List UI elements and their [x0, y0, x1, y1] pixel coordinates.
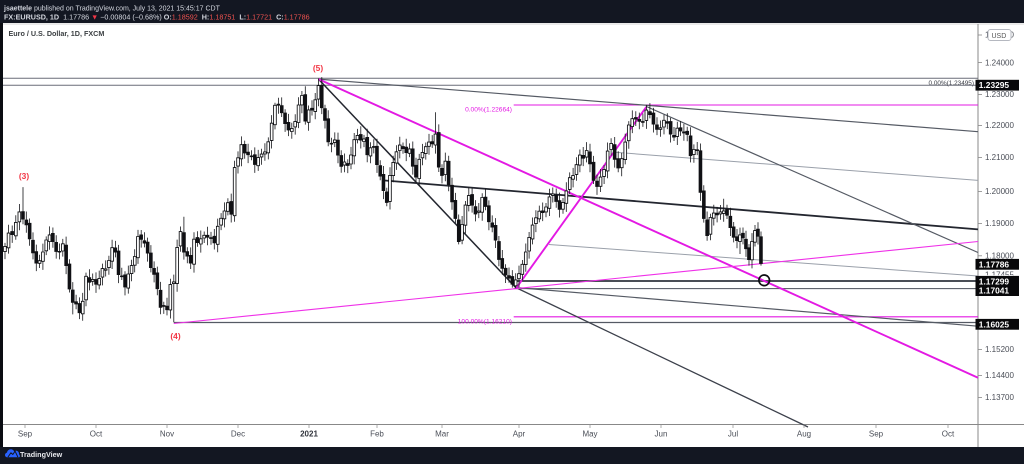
svg-text:1.21000: 1.21000: [985, 153, 1014, 162]
svg-text:Sep: Sep: [18, 430, 33, 439]
svg-text:1.13700: 1.13700: [985, 393, 1014, 402]
svg-text:Euro / U.S. Dollar, 1D, FXCM: Euro / U.S. Dollar, 1D, FXCM: [9, 29, 105, 38]
svg-text:1.18000: 1.18000: [985, 252, 1014, 261]
svg-text:1.24000: 1.24000: [985, 58, 1014, 67]
svg-text:Oct: Oct: [942, 430, 955, 439]
svg-text:0.00%(1.22664): 0.00%(1.22664): [465, 107, 512, 114]
svg-text:Jul: Jul: [728, 430, 738, 439]
svg-text:1.16025: 1.16025: [979, 319, 1010, 329]
svg-text:1.20000: 1.20000: [985, 187, 1014, 196]
svg-text:1.17299: 1.17299: [979, 276, 1010, 286]
svg-text:Sep: Sep: [869, 430, 884, 439]
svg-text:1.22000: 1.22000: [985, 121, 1014, 130]
svg-text:1.17786: 1.17786: [979, 259, 1010, 269]
svg-text:USD: USD: [992, 33, 1007, 40]
svg-text:Dec: Dec: [231, 430, 245, 439]
svg-text:Mar: Mar: [435, 430, 449, 439]
svg-text:1.23000: 1.23000: [985, 90, 1014, 99]
svg-text:Feb: Feb: [370, 430, 384, 439]
svg-text:(5): (5): [313, 63, 323, 73]
svg-text:May: May: [582, 430, 597, 439]
svg-text:FX:EURUSD, 1D 1.17786 ▼ −0.00: FX:EURUSD, 1D 1.17786 ▼ −0.00804 (−0.68%…: [4, 12, 310, 21]
svg-text:Apr: Apr: [513, 430, 526, 439]
svg-text:Aug: Aug: [797, 430, 811, 439]
svg-text:100.00%(1.16210): 100.00%(1.16210): [458, 318, 512, 325]
svg-text:Nov: Nov: [160, 430, 174, 439]
svg-text:1.14400: 1.14400: [985, 371, 1014, 380]
svg-text:1.17455: 1.17455: [985, 271, 1014, 280]
svg-text:2021: 2021: [300, 430, 318, 439]
svg-text:1.19000: 1.19000: [985, 219, 1014, 228]
svg-text:1.23295: 1.23295: [979, 80, 1010, 90]
svg-text:0.00%(1.23495): 0.00%(1.23495): [929, 80, 974, 87]
svg-text:1.15200: 1.15200: [985, 345, 1014, 354]
svg-text:jsaettele published on Trading: jsaettele published on TradingView.com, …: [3, 5, 221, 12]
svg-text:1.17041: 1.17041: [979, 286, 1010, 296]
svg-text:Oct: Oct: [90, 430, 103, 439]
svg-text:(3): (3): [19, 171, 29, 181]
svg-text:TradingView: TradingView: [20, 450, 63, 459]
svg-text:(4): (4): [170, 331, 180, 341]
svg-text:Jun: Jun: [655, 430, 668, 439]
